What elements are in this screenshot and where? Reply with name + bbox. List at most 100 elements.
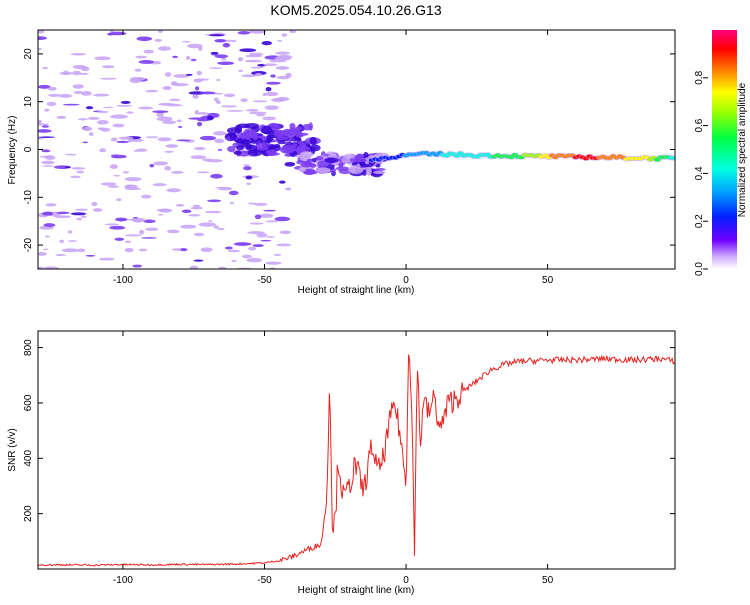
spectrogram-x-tick-label: -100 [113,275,133,286]
spectrogram-noise-blob [181,209,192,214]
spectrogram-noise-blob [266,236,275,238]
spectrogram-noise-blob [172,55,178,59]
snr-panel: -100 -50 0 50 200 400 600 800 Height of straigh… [7,330,676,596]
spectrogram-noise-blob [217,227,225,231]
spectrogram-cluster-blob [303,160,312,167]
spectrogram-noise-blob [94,56,111,61]
spectrogram-noise-blob [209,67,223,69]
spectrogram-noise-blob [218,266,227,269]
spectrogram-cluster-blob [356,158,367,163]
spectrogram-noise-blob [207,115,214,121]
spectrogram-noise-blob [196,112,210,115]
spectrogram-noise-blob [226,110,244,112]
spectrogram-cluster-blob [373,170,386,175]
spectrogram-noise-blob [192,204,201,208]
snr-x-label: Height of straight line (km) [298,585,415,596]
spectrogram-noise-blob [158,213,163,216]
spectrogram-x-tick-label: -50 [257,275,272,286]
spectrogram-noise-blob [67,230,73,234]
spectrogram-noise-blob [46,101,57,106]
spectrogram-noise-blob [61,248,80,253]
spectrogram-noise-blob [43,266,60,269]
spectrogram-noise-blob [129,138,144,142]
spectrogram-y-tick-label: 20 [23,48,34,60]
spectrogram-noise-blob [112,123,125,128]
spectrogram-cluster-blob [366,166,372,176]
spectrogram-noise-blob [114,237,125,241]
colorbar-tick-label: 0.4 [694,166,705,180]
spectrogram-noise-blob [87,116,100,120]
spectrogram-noise-blob [284,161,296,167]
spectrogram-noise-blob [275,66,290,70]
spectrogram-noise-blob [41,125,50,128]
spectrogram-noise-blob [76,170,85,174]
spectrogram-cluster-blob [236,145,245,151]
spectrogram-noise-blob [196,70,203,76]
spectrogram-noise-blob [279,180,286,184]
spectrogram-noise-blob [110,114,128,119]
spectrogram-noise-blob [42,211,54,216]
spectrogram-noise-blob [250,66,264,69]
spectrogram-noise-blob [164,150,174,153]
spectrogram-noise-blob [138,248,148,252]
spectrogram-noise-blob [38,136,56,138]
spectrogram-noise-blob [152,183,167,187]
spectrogram-noise-blob [258,213,274,218]
spectrogram-cluster-blob [295,128,302,138]
spectrogram-noise-blob [231,39,237,43]
spectrogram-cluster-blob [276,136,289,141]
spectrogram-noise-blob [214,54,229,59]
spectrogram-noise-blob [38,129,52,133]
spectrogram-noise-blob [180,248,188,252]
spectrogram-noise-blob [38,36,47,41]
spectrogram-noise-blob [191,58,197,61]
spectrogram-noise-blob [252,100,268,103]
spectrogram-noise-blob [124,240,132,243]
spectrogram-cluster-blob [255,142,272,147]
spectrogram-noise-blob [262,92,267,97]
spectrogram-y-tick-label: 0 [23,146,34,152]
spectrogram-noise-blob [260,239,272,242]
spectrogram-noise-blob [185,55,191,60]
spectrogram-y-tick-label: -10 [23,190,34,205]
spectrogram-cluster-blob [341,156,351,164]
spectrogram-noise-blob [156,116,173,122]
spectrogram-noise-blob [243,164,251,167]
spectrogram-noise-blob [113,174,120,177]
spectrogram-noise-blob [252,244,264,247]
spectrogram-noise-blob [193,232,205,237]
spectrogram-noise-blob [70,53,86,56]
spectrogram-cluster-blob [317,160,328,169]
spectrogram-noise-blob [63,103,80,106]
spectrogram-noise-blob [38,123,50,126]
spectrogram-noise-blob [244,59,262,63]
spectrogram-noise-blob [193,78,209,81]
spectrogram-noise-blob [255,72,262,77]
spectrogram-y-tick-label: 10 [23,96,34,108]
spectrogram-noise-blob [92,208,103,212]
spectrogram-x-tick-label: 50 [542,275,554,286]
spectrogram-noise-blob [58,94,73,98]
chart-title: KOM5.2025.054.10.26.G13 [270,2,441,18]
spectrogram-noise-blob [248,30,267,34]
spectrogram-cluster-blob [282,128,292,136]
spectrogram-noise-blob [122,171,130,174]
spectrogram-noise-blob [223,93,236,98]
spectrogram-noise-blob [111,154,127,159]
spectrogram-noise-blob [116,140,130,144]
spectrogram-noise-blob [124,177,142,182]
spectrogram-noise-blob [126,111,134,114]
spectrogram-noise-blob [210,173,223,179]
spectrogram-noise-blob [266,81,281,85]
spectrogram-noise-blob [263,63,278,67]
spectrogram-x-tick-label: 0 [403,275,409,286]
spectrogram-cluster-blob [374,167,386,172]
spectrogram-noise-blob [153,161,168,166]
spectrogram-noise-blob [237,31,251,35]
spectrogram-cluster-blob [362,169,367,176]
spectrogram-noise-blob [134,68,142,72]
spectrogram-noise-blob [130,217,146,222]
spectrogram-noise-blob [166,103,183,107]
spectrogram-noise-blob [162,86,172,91]
spectrogram-noise-blob [74,90,83,95]
